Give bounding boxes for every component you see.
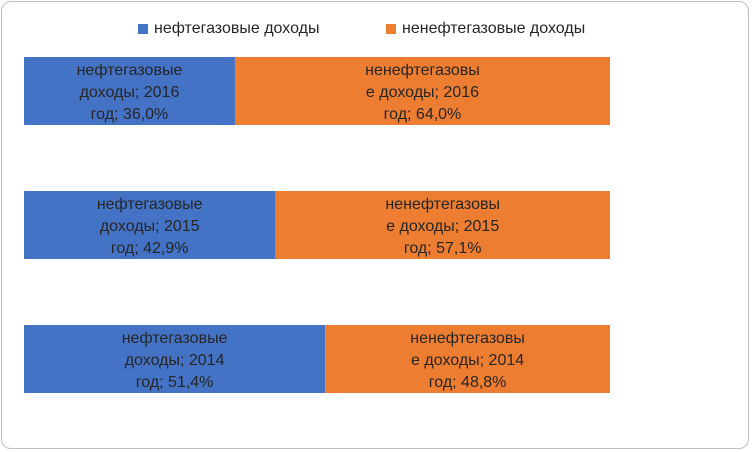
legend-swatch-oil-gas xyxy=(138,24,148,34)
bar-segment-oil-gas-0 xyxy=(24,57,235,125)
data-label-line: е доходы; 2016 xyxy=(366,84,479,101)
data-label-line: ненефтегазовы xyxy=(410,330,525,347)
data-label-line: нефтегазовые xyxy=(97,196,203,213)
data-label-line: год; 42,9% xyxy=(111,240,189,257)
legend-label-oil-gas: нефтегазовые доходы xyxy=(154,20,320,37)
bar-segment-oil-gas-1 xyxy=(24,191,276,259)
legend-label-non-oil-gas: ненефтегазовые доходы xyxy=(402,20,586,37)
data-label-line: ненефтегазовы xyxy=(365,62,480,79)
data-label-line: нефтегазовые xyxy=(77,62,183,79)
data-label-line: ненефтегазовы xyxy=(385,196,500,213)
data-label-oil-gas-0: нефтегазовые доходы; 2016 год; 36,0% xyxy=(77,62,183,123)
data-label-oil-gas-2: нефтегазовые доходы; 2014 год; 51,4% xyxy=(122,330,228,391)
data-label-line: год; 48,8% xyxy=(429,374,507,391)
bar-segment-oil-gas-2 xyxy=(24,325,326,393)
data-label-line: нефтегазовые xyxy=(122,330,228,347)
legend-swatch-non-oil-gas xyxy=(386,24,396,34)
data-label-non-oil-gas-0: ненефтегазовы е доходы; 2016 год; 64,0% xyxy=(365,62,480,123)
bar-segment-non-oil-gas-2 xyxy=(325,325,610,393)
legend: нефтегазовые доходы ненефтегазовые доход… xyxy=(0,20,752,44)
data-label-line: год; 64,0% xyxy=(384,106,462,123)
data-label-line: доходы; 2016 xyxy=(80,84,180,101)
data-label-line: год; 57,1% xyxy=(404,240,482,257)
data-label-line: доходы; 2015 xyxy=(100,218,200,235)
data-label-line: доходы; 2014 xyxy=(125,352,225,369)
bar-segment-non-oil-gas-0 xyxy=(234,57,610,125)
data-label-line: е доходы; 2015 xyxy=(386,218,499,235)
legend-item-oil-gas: нефтегазовые доходы xyxy=(138,20,319,38)
data-label-non-oil-gas-1: ненефтегазовы е доходы; 2015 год; 57,1% xyxy=(385,196,500,257)
data-label-line: год; 51,4% xyxy=(136,374,214,391)
legend-item-non-oil-gas: ненефтегазовые доходы xyxy=(386,20,585,38)
data-label-line: е доходы; 2014 xyxy=(411,352,524,369)
data-label-oil-gas-1: нефтегазовые доходы; 2015 год; 42,9% xyxy=(97,196,203,257)
bar-segment-non-oil-gas-1 xyxy=(275,191,610,259)
data-label-non-oil-gas-2: ненефтегазовы е доходы; 2014 год; 48,8% xyxy=(410,330,525,391)
data-label-line: год; 36,0% xyxy=(91,106,169,123)
